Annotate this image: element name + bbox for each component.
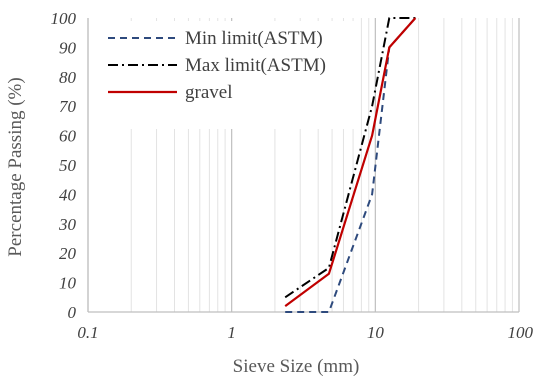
- x-tick-label: 10: [367, 323, 385, 342]
- x-tick-label: 0.1: [77, 323, 98, 342]
- y-tick-labels: 0 10 20 30 40 50 60 70 80 90 100: [51, 9, 77, 322]
- y-tick-label: 40: [59, 185, 77, 204]
- y-tick-label: 90: [59, 38, 77, 57]
- y-tick-label: 60: [59, 127, 77, 146]
- y-tick-label: 80: [59, 68, 77, 87]
- y-tick-label: 10: [59, 274, 77, 293]
- x-tick-label: 100: [508, 323, 534, 342]
- series-group: [284, 17, 417, 313]
- series-line-2: [284, 17, 416, 299]
- y-tick-label: 20: [59, 244, 77, 263]
- y-tick-label: 30: [58, 215, 77, 234]
- y-tick-label: 70: [59, 97, 77, 116]
- legend-label-3: gravel: [185, 82, 232, 103]
- y-axis-label: Percentage Passing (%): [5, 77, 26, 256]
- legend: Min limit(ASTM) Max limit(ASTM) gravel: [98, 21, 356, 129]
- y-tick-label: 100: [51, 9, 77, 28]
- series-line-3: [284, 17, 417, 307]
- legend-label-1: Min limit(ASTM): [185, 28, 323, 49]
- x-tick-label: 1: [227, 323, 236, 342]
- y-tick-label: 50: [59, 156, 77, 175]
- x-axis-label: Sieve Size (mm): [233, 356, 360, 376]
- legend-background: [98, 21, 356, 129]
- y-tick-label: 0: [68, 303, 77, 322]
- legend-label-2: Max limit(ASTM): [185, 55, 326, 76]
- x-tick-labels: 0.1 1 10 100: [77, 323, 533, 342]
